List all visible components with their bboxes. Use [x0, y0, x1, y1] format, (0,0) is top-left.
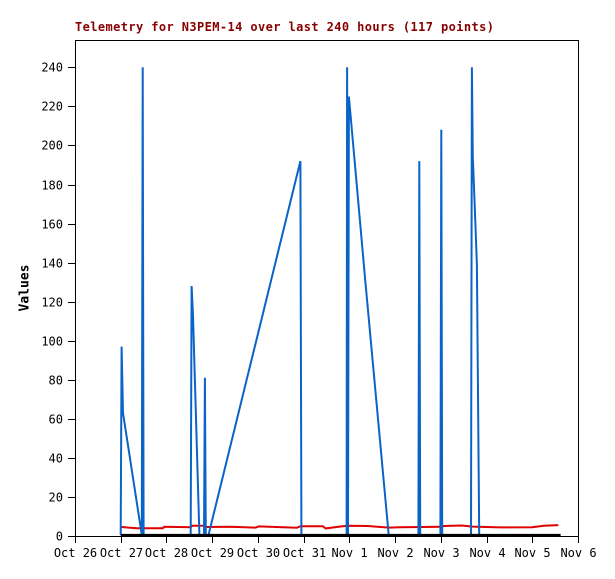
x-tick-label: Nov 2 [377, 546, 413, 560]
y-tick-label: 80 [49, 374, 63, 388]
x-tick-label: Oct 30 [237, 546, 280, 560]
x-tick-label: Nov 6 [560, 546, 596, 560]
y-tick-label: 140 [41, 257, 63, 271]
y-tick-label: 0 [56, 530, 63, 544]
chart-title: Telemetry for N3PEM-14 over last 240 hou… [75, 20, 495, 34]
x-tick-label: Oct 29 [191, 546, 234, 560]
y-tick-label: 180 [41, 179, 63, 193]
x-tick-label: Oct 31 [283, 546, 326, 560]
x-tick-label: Oct 28 [145, 546, 188, 560]
y-axis-label: Values [17, 264, 33, 312]
plot-border [75, 40, 579, 537]
series-telemetry-values [119, 67, 560, 536]
y-tick-label: 200 [41, 139, 63, 153]
series-red-baseline [120, 524, 559, 530]
y-tick-label: 120 [41, 296, 63, 310]
x-tick-label: Nov 1 [331, 546, 367, 560]
y-tick-label: 60 [49, 413, 63, 427]
x-tick-label: Oct 27 [100, 546, 143, 560]
x-tick-label: Oct 26 [54, 546, 97, 560]
y-tick-label: 100 [41, 335, 63, 349]
x-tick-label: Nov 3 [423, 546, 459, 560]
y-tick-label: 40 [49, 452, 63, 466]
y-tick-label: 160 [41, 218, 63, 232]
y-tick-label: 240 [41, 61, 63, 75]
y-tick-label: 220 [41, 100, 63, 114]
x-tick-label: Nov 5 [514, 546, 550, 560]
y-tick-label: 20 [49, 491, 63, 505]
x-tick-label: Nov 4 [469, 546, 505, 560]
